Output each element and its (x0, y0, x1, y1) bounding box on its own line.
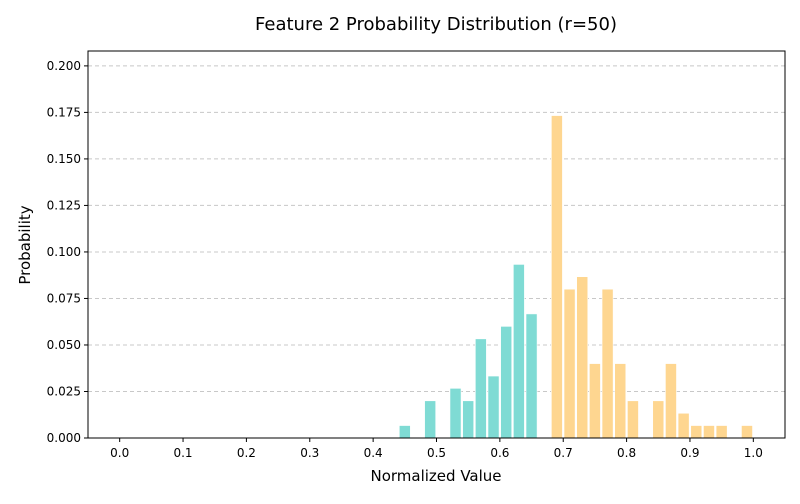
x-tick-label: 0.9 (680, 446, 699, 460)
bar-orange (715, 425, 728, 439)
bar-orange (690, 425, 703, 439)
x-tick-label: 0.3 (300, 446, 319, 460)
bar-orange (576, 276, 589, 439)
x-axis-title: Normalized Value (370, 467, 501, 485)
x-tick-label: 0.7 (554, 446, 573, 460)
y-axis-title: Probability (16, 205, 34, 284)
bar-teal (449, 388, 462, 439)
bar-layer (398, 115, 753, 439)
bar-teal (475, 338, 487, 439)
y-axis-ticks: 0.000 0.025 0.050 0.075 0.100 0.125 0.150 0.175… (47, 59, 88, 445)
x-tick-label: 0.8 (617, 446, 636, 460)
bar-orange (677, 412, 690, 439)
bar-teal (424, 400, 437, 439)
bar-teal (525, 313, 538, 439)
bar-teal (513, 264, 525, 439)
y-tick-label: 0.150 (47, 152, 81, 166)
x-tick-label: 0.0 (110, 446, 129, 460)
y-tick-label: 0.100 (47, 245, 81, 259)
x-tick-label: 0.6 (490, 446, 509, 460)
y-tick-label: 0.075 (47, 291, 81, 305)
bar-orange (589, 363, 601, 439)
plot-frame (87, 50, 786, 439)
x-tick-label: 1.0 (744, 446, 763, 460)
y-tick-label: 0.200 (47, 59, 81, 73)
y-tick-label: 0.125 (47, 198, 81, 212)
bar-orange (741, 425, 753, 439)
x-tick-label: 0.1 (173, 446, 192, 460)
bar-orange (614, 363, 627, 439)
bar-orange (601, 288, 614, 439)
x-tick-label: 0.5 (427, 446, 446, 460)
bar-teal (500, 326, 513, 439)
y-tick-label: 0.175 (47, 105, 81, 119)
bar-orange (627, 400, 639, 439)
chart-title: Feature 2 Probability Distribution (r=50… (255, 14, 617, 35)
bar-teal (462, 400, 475, 439)
bar-orange (563, 288, 576, 439)
y-tick-label: 0.000 (47, 431, 81, 445)
bar-teal (487, 375, 500, 439)
y-tick-label: 0.050 (47, 338, 81, 352)
bar-orange (652, 400, 665, 439)
bar-orange (665, 363, 677, 439)
bar-orange (703, 425, 715, 439)
x-axis-ticks: 0.0 0.1 0.2 0.3 0.4 0.5 0.6 0.7 0.8 0.9 1.0 (110, 438, 763, 460)
x-tick-label: 0.4 (364, 446, 383, 460)
y-tick-label: 0.025 (47, 384, 81, 398)
bar-orange (551, 115, 563, 439)
x-tick-label: 0.2 (237, 446, 256, 460)
grid-layer (88, 65, 785, 392)
bar-teal (398, 425, 411, 439)
